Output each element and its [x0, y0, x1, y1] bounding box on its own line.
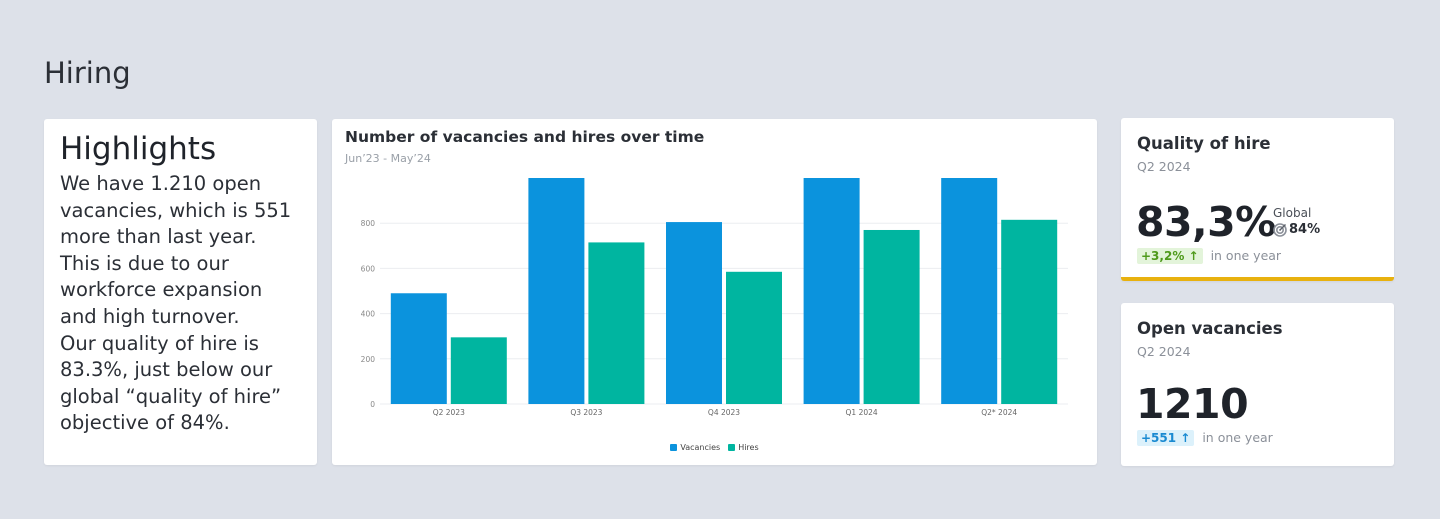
legend-swatch	[670, 444, 678, 451]
chart-subtitle: Jun’23 - May’24	[345, 152, 431, 165]
page-title: Hiring	[44, 56, 131, 90]
bar-vacancies	[941, 178, 998, 404]
y-tick-label: 600	[361, 264, 376, 273]
y-tick-label: 200	[361, 355, 376, 364]
quality-period: Q2 2024	[1137, 159, 1191, 174]
bar-hires	[726, 271, 782, 404]
quality-title: Quality of hire	[1137, 134, 1271, 153]
vacancies-period: Q2 2024	[1137, 344, 1191, 359]
legend-label: Vacancies	[680, 443, 721, 452]
bar-hires	[1001, 219, 1058, 404]
x-tick-label: Q3 2023	[570, 408, 602, 417]
chart-title: Number of vacancies and hires over time	[345, 128, 705, 146]
open-vacancies-card: Open vacancies Q2 2024 1210 +551 ↑ in on…	[1121, 303, 1394, 466]
legend-swatch	[728, 444, 736, 451]
highlights-paragraph-2: Our quality of hire is 83.3%, just below…	[60, 331, 282, 435]
bar-chart: 0 200 400 600 800 Q2 2023 Q3 2023 Q4 2023 Q1 202…	[361, 178, 1068, 417]
global-label: Global	[1273, 206, 1312, 220]
chart-legend: Vacancies Hires	[332, 443, 1097, 452]
highlights-title: Highlights	[60, 131, 217, 167]
legend-label: Hires	[738, 443, 759, 452]
y-tick-label: 0	[370, 400, 375, 409]
x-tick-label: Q4 2023	[708, 408, 740, 417]
x-tick-label: Q2* 2024	[981, 408, 1017, 417]
legend-item-vacancies[interactable]: Vacancies	[670, 443, 720, 452]
y-tick-label: 800	[361, 219, 376, 228]
vacancies-hires-chart-card: Number of vacancies and hires over time …	[332, 119, 1097, 465]
quality-delta-badge: +3,2% ↑	[1137, 248, 1203, 264]
global-value: 84%	[1289, 222, 1321, 237]
vacancies-delta-text: in one year	[1202, 430, 1273, 445]
quality-value: 83,3%	[1136, 198, 1276, 246]
bar-hires	[450, 337, 507, 404]
highlights-paragraph-1: We have 1.210 open vacancies, which is 5…	[60, 172, 292, 328]
target-icon	[1273, 222, 1287, 237]
vacancies-title: Open vacancies	[1137, 319, 1283, 338]
bar-vacancies	[803, 178, 860, 404]
quality-delta-text: in one year	[1210, 248, 1282, 263]
x-tick-label: Q1 2024	[846, 408, 878, 417]
global-benchmark: Global 84%	[1273, 206, 1320, 237]
bar-hires	[588, 242, 645, 404]
legend-item-hires[interactable]: Hires	[728, 443, 759, 452]
quality-of-hire-card: Quality of hire Q2 2024 83,3% Global 84%…	[1121, 118, 1394, 281]
bar-vacancies	[390, 293, 447, 404]
vacancies-value: 1210	[1136, 380, 1249, 428]
bar-vacancies	[666, 222, 722, 404]
x-tick-label: Q2 2023	[433, 408, 465, 417]
vacancies-delta-badge: +551 ↑	[1137, 430, 1195, 446]
bar-hires	[863, 229, 920, 404]
highlights-card: Highlights We have 1.210 open vacancies,…	[44, 119, 317, 465]
bar-vacancies	[528, 178, 585, 404]
y-tick-label: 400	[361, 310, 376, 319]
